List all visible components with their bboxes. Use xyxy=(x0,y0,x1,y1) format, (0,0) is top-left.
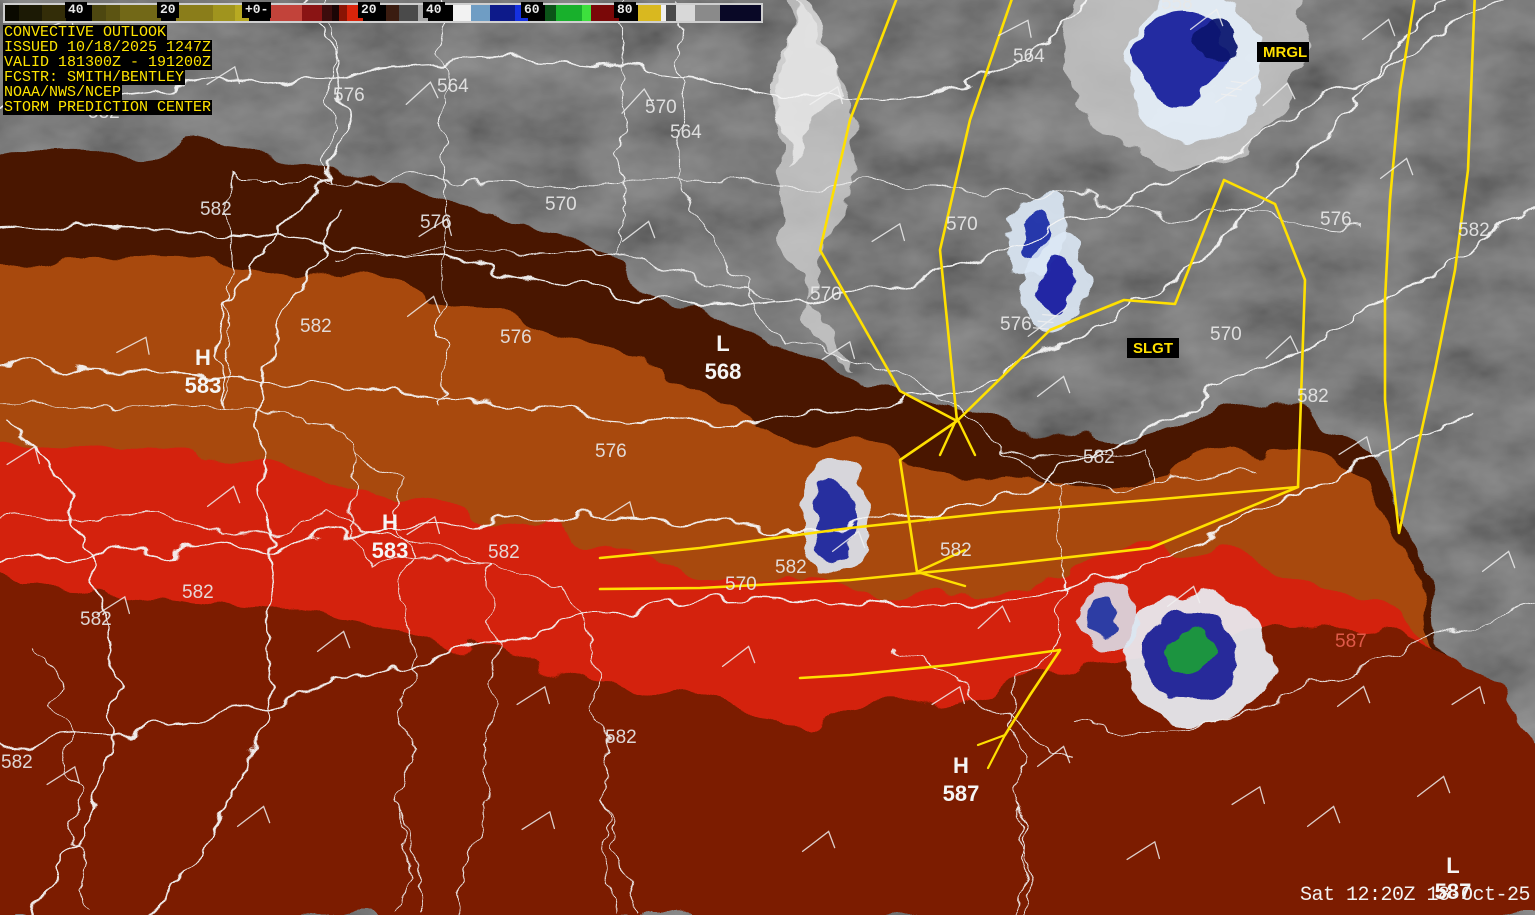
svg-text:576: 576 xyxy=(595,441,627,462)
svg-text:582: 582 xyxy=(1,752,33,773)
svg-text:570: 570 xyxy=(645,97,677,118)
svg-text:576: 576 xyxy=(1320,209,1352,230)
svg-text:MRGL: MRGL xyxy=(1263,44,1307,61)
svg-text:582: 582 xyxy=(775,557,807,578)
svg-text:SLGT: SLGT xyxy=(1133,340,1173,357)
svg-text:576: 576 xyxy=(420,212,452,233)
svg-text:H: H xyxy=(382,510,398,535)
svg-text:582: 582 xyxy=(605,727,637,748)
svg-text:582: 582 xyxy=(300,316,332,337)
svg-text:564: 564 xyxy=(1013,46,1045,67)
svg-text:583: 583 xyxy=(372,538,409,563)
svg-text:570: 570 xyxy=(725,574,757,595)
svg-text:564: 564 xyxy=(437,76,469,97)
svg-text:582: 582 xyxy=(182,582,214,603)
svg-text:582: 582 xyxy=(940,540,972,561)
svg-text:558: 558 xyxy=(1161,0,1193,14)
svg-text:582: 582 xyxy=(1083,447,1115,468)
svg-text:564: 564 xyxy=(670,122,702,143)
svg-text:570: 570 xyxy=(946,214,978,235)
svg-text:576: 576 xyxy=(333,85,365,106)
svg-text:H: H xyxy=(195,345,211,370)
svg-text:587: 587 xyxy=(1335,631,1367,652)
svg-text:576: 576 xyxy=(500,327,532,348)
svg-text:H: H xyxy=(953,753,969,778)
svg-text:570: 570 xyxy=(545,194,577,215)
svg-text:582: 582 xyxy=(80,609,112,630)
svg-text:582: 582 xyxy=(1458,220,1490,241)
svg-text:582: 582 xyxy=(1297,386,1329,407)
svg-text:582: 582 xyxy=(488,542,520,563)
svg-text:570: 570 xyxy=(1210,324,1242,345)
svg-text:576: 576 xyxy=(1000,314,1032,335)
svg-text:587: 587 xyxy=(943,781,980,806)
svg-text:582: 582 xyxy=(200,199,232,220)
svg-text:L: L xyxy=(1446,853,1459,878)
svg-text:583: 583 xyxy=(185,373,222,398)
svg-text:568: 568 xyxy=(705,359,742,384)
svg-text:570: 570 xyxy=(810,284,842,305)
svg-text:L: L xyxy=(716,331,729,356)
